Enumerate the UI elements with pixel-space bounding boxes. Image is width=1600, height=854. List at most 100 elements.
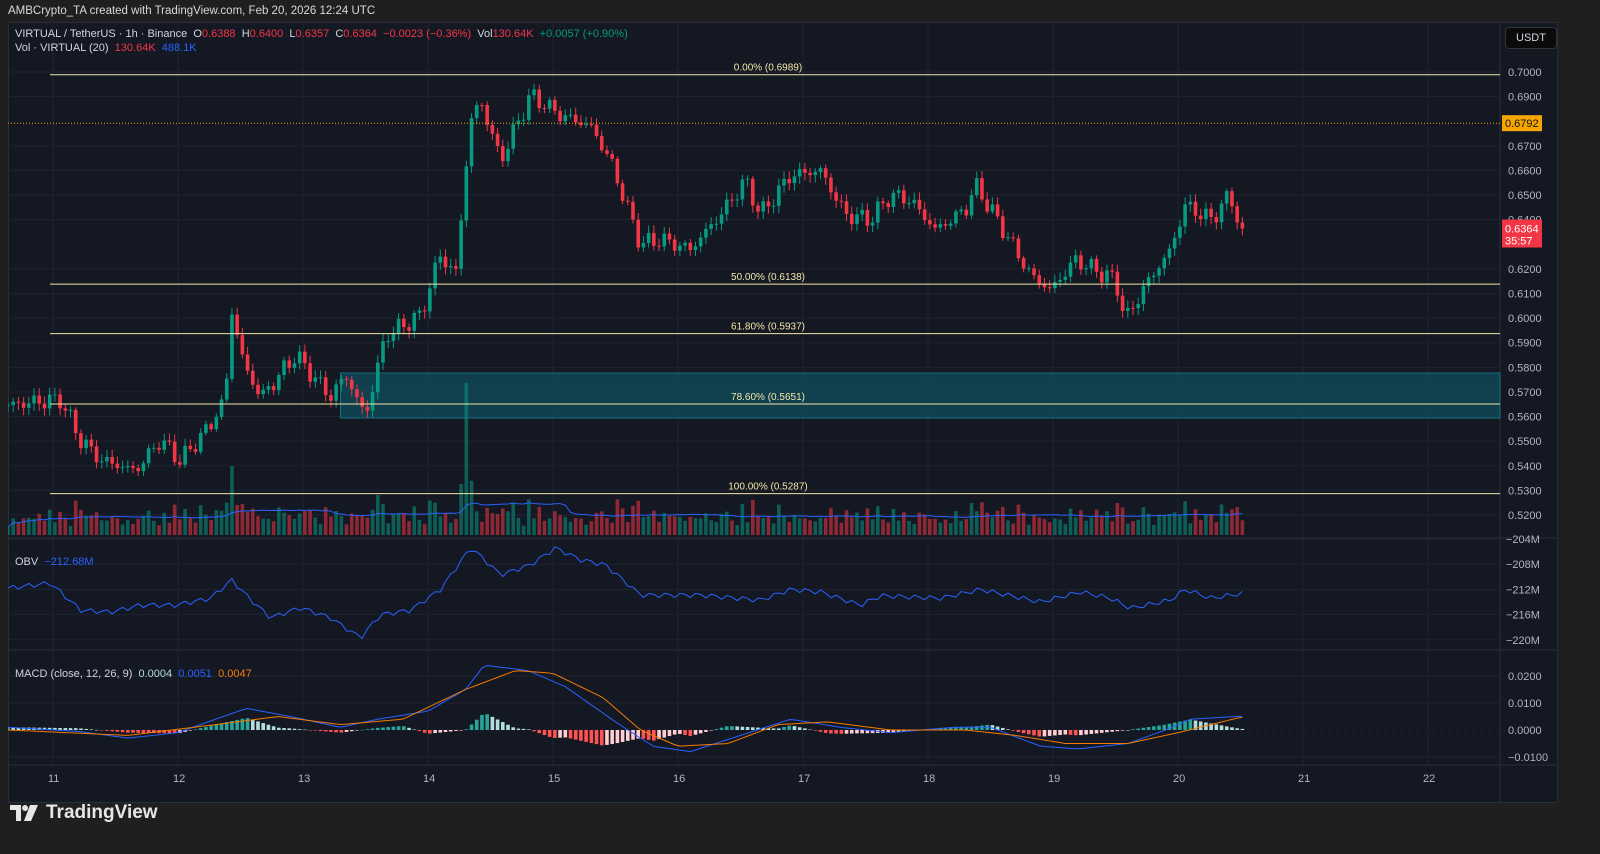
candle-body: [459, 220, 463, 269]
candle-body: [1068, 262, 1073, 277]
price-tick-label: 0.6200: [1508, 264, 1542, 276]
volume-bar: [568, 521, 573, 535]
macd-histogram-bar: [688, 730, 693, 737]
volume-bar: [688, 516, 693, 535]
volume-bar: [766, 516, 771, 535]
candle-body: [1224, 191, 1229, 204]
macd-histogram-bar: [438, 730, 443, 733]
volume-bar: [277, 507, 281, 535]
macd-histogram-bar: [938, 728, 943, 730]
candle-body: [84, 439, 88, 449]
price-tick-label: 0.5300: [1508, 485, 1542, 497]
volume-bar: [532, 518, 536, 535]
candle-body: [146, 448, 151, 464]
symbol-title[interactable]: VIRTUAL / TetherUS · 1h · Binance: [15, 28, 188, 40]
currency-button[interactable]: USDT: [1505, 27, 1557, 49]
macd-histogram-bar: [516, 728, 521, 730]
macd-histogram-bar: [615, 730, 620, 744]
macd-histogram-bar: [761, 727, 766, 730]
volume-legend: Vol · VIRTUAL (20) 130.64K 488.1K: [15, 42, 197, 54]
macd-histogram-bar: [1214, 724, 1219, 730]
volume-bar: [964, 519, 969, 535]
volume-bar: [579, 518, 583, 535]
candle-body: [553, 99, 557, 111]
chart-canvas[interactable]: 0.7000 0.6900 0.6700 0.6600 0.6500 0.6400 0.62…: [8, 22, 1558, 803]
volume-bar: [615, 499, 620, 535]
vol-value: 130.64K: [492, 28, 534, 40]
volume-bar: [375, 495, 380, 535]
candle-body: [625, 200, 630, 202]
obv-title[interactable]: OBV: [15, 556, 39, 568]
macd-histogram-bar: [68, 728, 73, 730]
macd-histogram-bar: [381, 727, 385, 730]
candle-body: [631, 201, 635, 220]
macd-histogram-bar: [1131, 729, 1135, 730]
volume-bar: [1152, 524, 1156, 535]
candle-body: [188, 445, 193, 450]
volume-bar: [245, 511, 250, 535]
macd-histogram-bar: [1021, 730, 1026, 734]
candle-body: [47, 394, 52, 409]
candle-body: [1209, 208, 1213, 217]
macd-histogram-bar: [537, 730, 542, 734]
volume-bar: [323, 507, 328, 535]
candle-body: [902, 190, 906, 204]
tradingview-logo-icon: [10, 805, 38, 821]
candle-body: [1058, 279, 1062, 282]
candle-body: [448, 266, 453, 268]
macd-title[interactable]: MACD (close, 12, 26, 9): [15, 668, 133, 680]
candle-body: [657, 245, 661, 247]
candle-body: [68, 409, 73, 411]
volume-bar: [1157, 514, 1161, 535]
candle-body: [537, 89, 542, 108]
candle-body: [271, 386, 276, 391]
tradingview-logo[interactable]: TradingView: [10, 802, 158, 824]
volume-bar: [808, 520, 812, 535]
volume-bar: [761, 517, 766, 535]
volume-bar: [261, 518, 266, 535]
macd-histogram-bar: [969, 726, 974, 730]
volume-bar: [777, 504, 781, 535]
macd-histogram-bar: [740, 726, 745, 730]
volume-bar: [1079, 510, 1083, 535]
candle-body: [745, 178, 750, 180]
volume-bar: [573, 518, 578, 535]
candle-body: [1021, 258, 1026, 269]
fib-level-label: 78.60% (0.5651): [731, 392, 805, 403]
candle-body: [709, 224, 713, 229]
candle-body: [1146, 277, 1151, 286]
macd-histogram-bar: [454, 730, 458, 731]
volume-indicator-value: 130.64K: [114, 42, 156, 54]
macd-histogram-bar: [105, 730, 109, 731]
volume-bar: [157, 525, 161, 535]
macd-histogram-bar: [719, 727, 724, 730]
volume-bar: [652, 510, 656, 535]
time-tick-label: 19: [1048, 773, 1060, 785]
volume-indicator-title[interactable]: Vol · VIRTUAL (20): [15, 42, 109, 54]
candle-body: [938, 224, 943, 228]
volume-bar: [823, 517, 828, 535]
volume-bar: [506, 511, 510, 535]
candle-body: [1136, 304, 1141, 309]
obv-tick-label: −220M: [1506, 635, 1540, 647]
volume-bar: [167, 522, 172, 535]
candle-body: [787, 178, 792, 184]
macd-histogram-bar: [250, 719, 255, 730]
macd-tick-label: 0.0200: [1508, 671, 1542, 683]
macd-histogram-bar: [777, 728, 781, 730]
candle-body: [1032, 268, 1036, 276]
macd-histogram-bar: [1084, 730, 1088, 735]
volume-bar: [27, 517, 31, 535]
candle-body: [1110, 270, 1114, 272]
candle-body: [1183, 204, 1187, 227]
marked-price-label: 0.6792: [1505, 118, 1539, 130]
candle-body: [855, 214, 859, 225]
volume-bar: [948, 523, 953, 535]
macd-histogram-bar: [584, 730, 588, 742]
volume-bar: [1006, 520, 1010, 535]
candle-body: [125, 465, 130, 468]
symbol-legend: VIRTUAL / TetherUS · 1h · Binance O0.638…: [15, 28, 628, 40]
candle-body: [1125, 307, 1130, 311]
macd-histogram-bar: [1037, 730, 1042, 737]
candle-body: [532, 89, 536, 96]
